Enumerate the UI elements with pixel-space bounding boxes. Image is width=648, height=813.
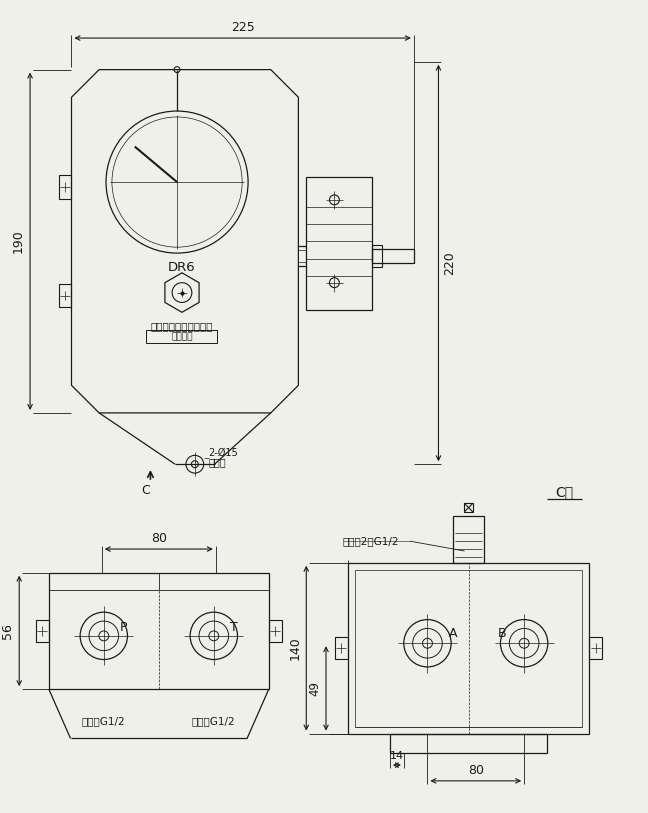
Text: B: B: [498, 627, 507, 640]
Bar: [307, 177, 373, 311]
Text: 安装孔: 安装孔: [209, 457, 226, 467]
Bar: [36, 620, 49, 641]
Text: 出厂编号: 出厂编号: [171, 332, 192, 341]
Text: 出油古2－G1/2: 出油古2－G1/2: [343, 536, 399, 546]
Bar: [335, 637, 348, 659]
Text: 56: 56: [1, 623, 14, 639]
Text: 225: 225: [231, 21, 255, 34]
Text: T: T: [229, 621, 237, 634]
Text: 进油口G1/2: 进油口G1/2: [82, 715, 126, 726]
Text: 80: 80: [468, 764, 484, 777]
Bar: [390, 733, 547, 753]
Bar: [49, 572, 269, 689]
Text: 190: 190: [12, 229, 25, 253]
Text: C: C: [141, 484, 150, 497]
Text: 14: 14: [390, 751, 404, 761]
Bar: [453, 515, 484, 563]
Bar: [59, 175, 71, 199]
Text: 80: 80: [151, 532, 167, 545]
Bar: [354, 570, 583, 727]
Bar: [59, 284, 71, 307]
Text: 49: 49: [308, 680, 321, 696]
Text: 2-Ø15: 2-Ø15: [209, 447, 238, 458]
Bar: [373, 249, 414, 263]
Text: 220: 220: [443, 251, 456, 275]
Bar: [269, 620, 282, 641]
Bar: [146, 330, 218, 343]
Text: A: A: [449, 627, 457, 640]
Text: DR6: DR6: [168, 261, 196, 274]
Text: 140: 140: [288, 637, 301, 660]
Text: C向: C向: [556, 485, 573, 499]
Text: 启东润滑设备有限公司: 启东润滑设备有限公司: [151, 321, 213, 331]
Bar: [373, 246, 382, 267]
Bar: [348, 563, 590, 733]
Bar: [464, 503, 473, 512]
Text: P: P: [120, 621, 127, 634]
Text: 回油口G1/2: 回油口G1/2: [192, 715, 236, 726]
Bar: [590, 637, 602, 659]
